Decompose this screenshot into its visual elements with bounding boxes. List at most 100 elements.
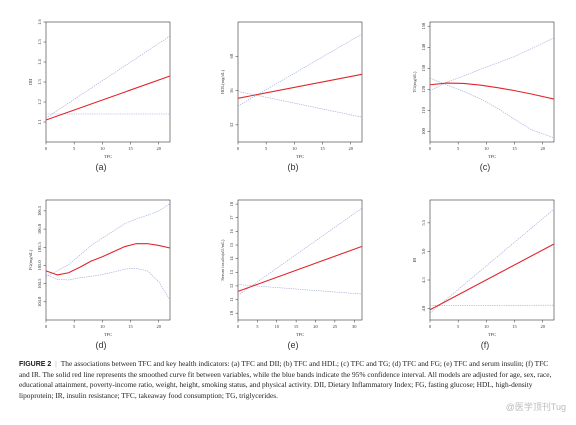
figure-caption: FIGURE 2 | The associations between TFC an… (19, 359, 559, 401)
x-tick-label-c-0: 0 (429, 146, 432, 151)
y-tick-label-e-5: 15 (229, 242, 234, 247)
y-axis-label-e: Serum insulin(uU/mL) (220, 239, 225, 281)
y-tick-label-b-1: 56 (229, 88, 234, 93)
x-tick-label-e-6: 30 (352, 324, 357, 329)
series-fit-d (45, 243, 171, 276)
y-tick-label-e-3: 13 (229, 269, 234, 274)
y-axis-label-a: DII (28, 78, 33, 85)
x-axis-label-b: TFC (296, 154, 304, 159)
series-upper-e (237, 207, 363, 296)
plot-frame-d (45, 199, 171, 321)
y-tick-label-e-2: 12 (229, 284, 234, 289)
chart-f-svg: 0 5 10 15 20 4.0 4.5 5.0 5.5 TFC IR (412, 199, 555, 337)
x-tick-label-e-0: 0 (237, 324, 240, 329)
panel-label-a: (a) (95, 162, 107, 172)
series-upper-f (429, 208, 555, 314)
x-tick-label-b-3: 15 (320, 146, 325, 151)
x-axis-label-f: TFC (488, 332, 496, 337)
y-tick-label-a-1: 1.2 (37, 99, 42, 105)
series-lower-d (45, 268, 171, 301)
chart-panel-f: 0 5 10 15 20 4.0 4.5 5.0 5.5 TFC IR (384, 178, 576, 356)
panel-label-d: (d) (95, 340, 107, 350)
chart-panel-a: 0 5 10 15 20 1.1 1.2 1.3 1.4 1.5 1.6 TFC DII (0, 0, 192, 178)
y-tick-label-f-2: 5.0 (421, 248, 426, 254)
plot-frame-f (429, 199, 555, 321)
x-tick-label-a-3: 15 (128, 146, 133, 151)
y-tick-label-a-2: 1.3 (37, 78, 42, 84)
chart-e-svg: 0 5 10 15 20 25 30 10 11 12 13 14 15 16 17 18 TFC Serum i… (220, 199, 363, 337)
y-tick-label-e-6: 16 (229, 228, 234, 233)
x-tick-label-a-0: 0 (45, 146, 48, 151)
y-tick-label-a-0: 1.1 (37, 119, 42, 125)
chart-panel-b: 0 5 10 15 20 52 56 60 TFC HDL(mg/dL) (192, 0, 384, 178)
x-axis-label-a: TFC (104, 154, 112, 159)
x-tick-label-e-4: 20 (313, 324, 318, 329)
x-tick-label-d-1: 5 (73, 324, 76, 329)
y-tick-label-c-1: 110 (421, 106, 426, 113)
y-tick-label-a-4: 1.5 (37, 38, 42, 44)
series-lower-c (429, 77, 555, 139)
y-tick-label-e-7: 17 (229, 215, 234, 220)
series-lower-e (237, 284, 363, 295)
series-lower-b (237, 91, 363, 118)
y-tick-label-e-4: 14 (229, 256, 234, 261)
chart-panel-e: 0 5 10 15 20 25 30 10 11 12 13 14 15 16 17 18 TFC Serum i… (192, 178, 384, 356)
y-tick-label-f-3: 5.5 (421, 219, 426, 225)
x-tick-label-f-0: 0 (429, 324, 432, 329)
x-tick-label-e-5: 25 (333, 324, 338, 329)
y-tick-label-e-0: 10 (229, 310, 234, 315)
plot-frame-a (45, 21, 171, 143)
y-tick-label-c-2: 120 (421, 85, 426, 93)
y-tick-label-b-2: 60 (229, 53, 234, 58)
caption-separator: | (55, 359, 57, 368)
x-tick-label-e-2: 10 (275, 324, 280, 329)
watermark-text: @医学顶刊Tug (505, 402, 566, 412)
chart-panel-d: 0 5 10 15 20 104.0 104.5 105.0 105.5 106.0 106.5 TF… (0, 178, 192, 356)
y-tick-label-c-0: 100 (421, 127, 426, 135)
x-tick-label-f-3: 15 (512, 324, 517, 329)
panel-label-b: (b) (287, 162, 299, 172)
chart-panel-c: 0 5 10 15 20 100 110 120 130 140 150 TFC TG(mg/dL) (384, 0, 576, 178)
x-tick-label-d-2: 10 (100, 324, 105, 329)
chart-b-svg: 0 5 10 15 20 52 56 60 TFC HDL(mg/dL) (220, 21, 363, 159)
plot-frame-e (237, 199, 363, 321)
y-axis-label-b: HDL(mg/dL) (220, 69, 225, 94)
caption-text: The associations between TFC and key hea… (19, 359, 552, 400)
x-axis-label-e: TFC (296, 332, 304, 337)
series-upper-a (45, 35, 171, 119)
y-tick-label-c-3: 130 (421, 64, 426, 72)
series-fit-f (429, 243, 555, 311)
y-axis-label-d: FG(mg/dL) (28, 249, 33, 270)
x-tick-label-d-4: 20 (156, 324, 161, 329)
y-tick-label-f-0: 4.0 (421, 305, 426, 311)
plot-frame-b (237, 21, 363, 143)
x-tick-label-b-4: 20 (348, 146, 353, 151)
x-tick-label-a-1: 5 (73, 146, 76, 151)
series-lower-f (429, 304, 555, 307)
y-tick-label-e-8: 18 (229, 201, 234, 206)
panel-label-f: (f) (480, 340, 490, 350)
y-tick-label-d-2: 105.0 (37, 260, 42, 271)
series-fit-c (429, 82, 555, 100)
y-tick-label-f-1: 4.5 (421, 276, 426, 282)
chart-c-svg: 0 5 10 15 20 100 110 120 130 140 150 TFC TG(mg/dL) (412, 21, 555, 159)
y-tick-label-d-5: 106.5 (37, 205, 42, 216)
x-tick-label-c-1: 5 (457, 146, 460, 151)
series-fit-e (237, 245, 363, 292)
y-tick-label-a-3: 1.4 (37, 58, 42, 64)
y-axis-label-f: IR (412, 258, 417, 263)
x-tick-label-f-2: 10 (484, 324, 489, 329)
x-tick-label-d-3: 15 (128, 324, 133, 329)
y-tick-label-c-5: 150 (421, 22, 426, 30)
chart-d-svg: 0 5 10 15 20 104.0 104.5 105.0 105.5 106.0 106.5 TF… (28, 199, 171, 337)
x-tick-label-c-2: 10 (484, 146, 489, 151)
x-tick-label-f-4: 20 (540, 324, 545, 329)
panel-label-c: (c) (479, 162, 491, 172)
x-tick-label-b-1: 5 (265, 146, 268, 151)
y-tick-label-d-3: 105.5 (37, 241, 42, 252)
x-tick-label-a-4: 20 (156, 146, 161, 151)
figure-number: FIGURE 2 (19, 361, 52, 368)
panel-label-e: (e) (287, 340, 299, 350)
x-tick-label-b-2: 10 (292, 146, 297, 151)
x-tick-label-c-3: 15 (512, 146, 517, 151)
